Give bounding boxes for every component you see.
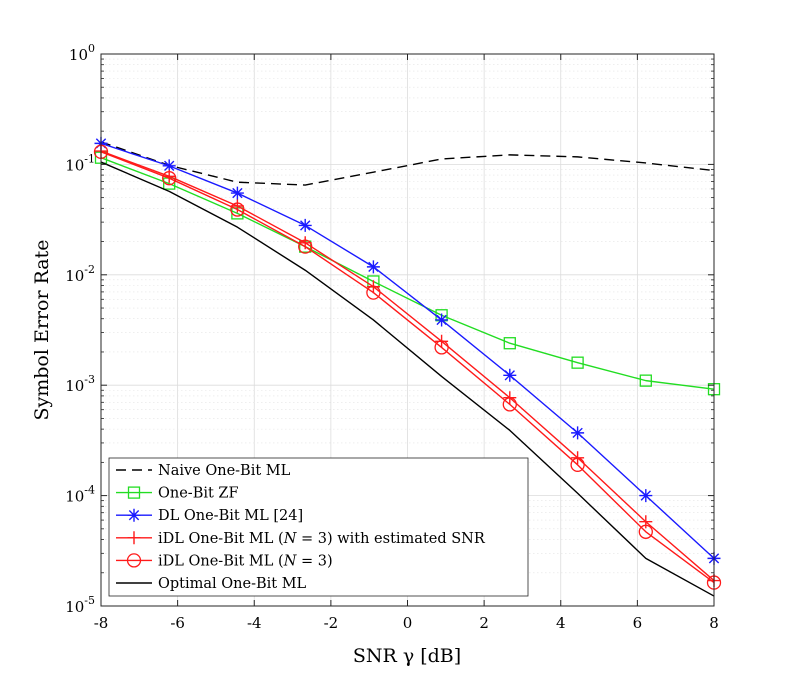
legend-entry-2: DL One-Bit ML [24] (116, 508, 303, 524)
data-point-asterisk (503, 368, 517, 382)
x-tick-label: 6 (633, 614, 643, 632)
legend-entry-5: Optimal One-Bit ML (116, 576, 307, 592)
legend-entry-0: Naive One-Bit ML (116, 463, 291, 479)
legend-entry-4: iDL One-Bit ML (N = 3) (116, 553, 333, 569)
legend-label: iDL One-Bit ML (N = 3) with estimated SN… (158, 531, 486, 547)
tick-marks (100, 53, 715, 607)
y-tick-label: 100 (69, 42, 95, 64)
legend-label: DL One-Bit ML [24] (158, 508, 303, 524)
data-point-plus (127, 531, 141, 545)
series-4 (93, 144, 722, 590)
data-point-plus (639, 515, 653, 529)
y-tick-label: 10-5 (65, 594, 95, 616)
data-point-asterisk (435, 313, 449, 327)
y-tick-label: 10-3 (65, 373, 95, 395)
series-group (93, 136, 722, 597)
data-point-square (639, 374, 652, 387)
data-point-circle (570, 457, 585, 472)
x-tick-label: -2 (324, 614, 339, 632)
data-point-asterisk (127, 508, 141, 522)
series-3 (94, 144, 721, 588)
series-line (100, 161, 715, 597)
x-tick-label: -4 (247, 614, 262, 632)
data-point-circle (230, 202, 245, 217)
legend-label: Naive One-Bit ML (158, 463, 291, 479)
series-5 (100, 161, 715, 597)
x-tick-label: -6 (170, 614, 185, 632)
data-point-asterisk (298, 218, 312, 232)
legend: Naive One-Bit ML One-Bit ZF DL One-Bit ML … (108, 457, 529, 597)
legend-box (108, 457, 529, 597)
legend-entry-3: iDL One-Bit ML (N = 3) with estimated SN… (116, 531, 486, 547)
x-tick-label: 8 (709, 614, 719, 632)
legend-label: Optimal One-Bit ML (158, 576, 307, 592)
series-line (100, 157, 715, 390)
x-tick-label: 4 (556, 614, 566, 632)
legend-label: iDL One-Bit ML (N = 3) (158, 553, 333, 569)
data-point-square (503, 337, 516, 350)
legend-entry-1: One-Bit ZF (116, 486, 239, 502)
data-point-asterisk (366, 260, 380, 274)
series-line (100, 150, 715, 582)
data-point-circle (366, 285, 381, 300)
data-point-circle (162, 171, 177, 186)
x-axis-label: SNR γ [dB] (353, 645, 461, 667)
data-point-asterisk (639, 489, 653, 503)
series-line (100, 151, 715, 584)
data-point-square (127, 486, 141, 499)
data-point-circle (298, 239, 313, 254)
x-tick-label: 0 (403, 614, 413, 632)
data-point-circle (638, 524, 653, 539)
tick-labels: -8 -6 -4 -2 0 2 4 6 8 10-5 10-4 10-3 10-2 10-1 100 (65, 42, 719, 632)
data-point-asterisk (162, 159, 176, 173)
data-point-circle (434, 340, 449, 355)
x-tick-label: 2 (479, 614, 489, 632)
y-tick-label: 10-4 (65, 484, 95, 506)
y-axis-label: Symbol Error Rate (31, 239, 53, 420)
series-line (100, 141, 715, 186)
x-tick-label: -8 (94, 614, 109, 632)
data-point-asterisk (571, 426, 585, 440)
series-0 (100, 141, 715, 186)
series-line (100, 142, 715, 559)
data-point-circle (502, 397, 517, 412)
y-tick-label: 10-1 (65, 152, 95, 174)
legend-label: One-Bit ZF (158, 486, 239, 502)
data-point-square (571, 356, 584, 369)
y-tick-label: 10-2 (65, 263, 95, 285)
data-point-asterisk (230, 186, 244, 200)
data-point-circle (126, 553, 142, 568)
